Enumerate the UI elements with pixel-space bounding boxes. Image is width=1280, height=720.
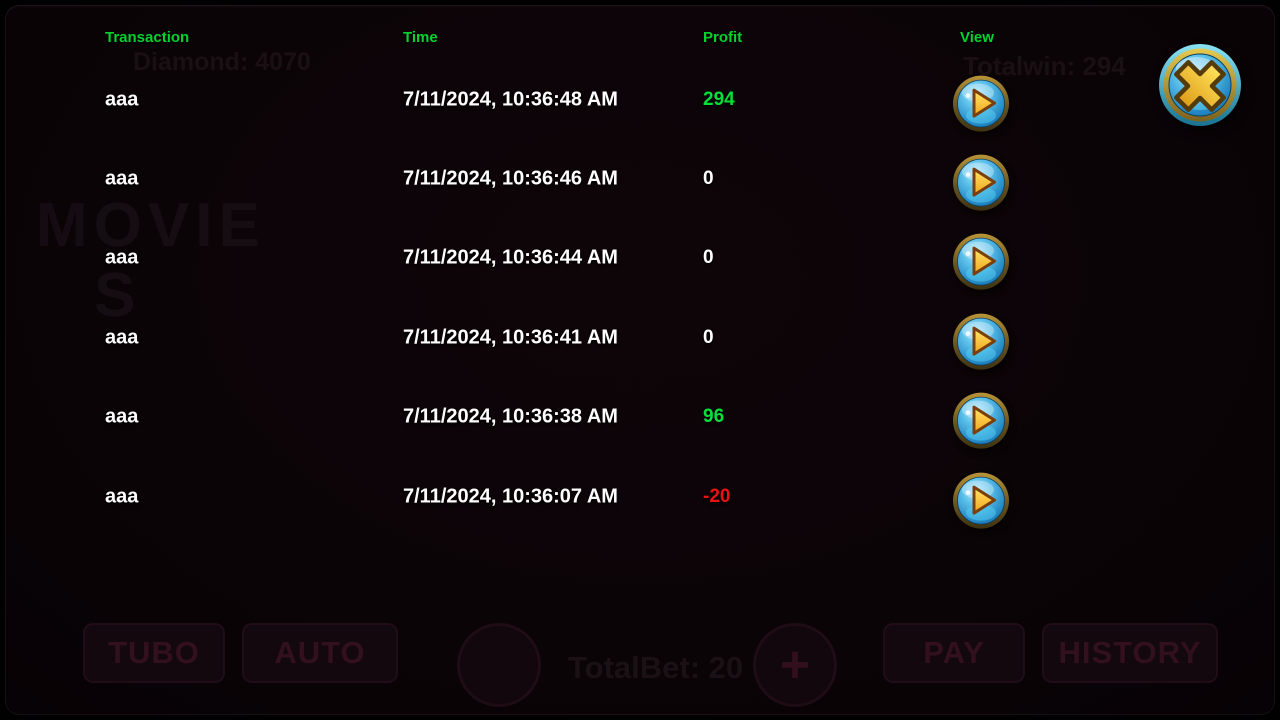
- profit-cell: -20: [703, 485, 731, 507]
- table-row: aaa 7/11/2024, 10:36:46 AM 0: [5, 139, 1275, 218]
- table-row: aaa 7/11/2024, 10:36:38 AM 96: [5, 378, 1275, 457]
- profit-cell: 294: [703, 88, 735, 110]
- time-cell: 7/11/2024, 10:36:48 AM: [403, 88, 618, 111]
- close-x-icon: [1158, 43, 1242, 127]
- view-button[interactable]: [951, 153, 1011, 213]
- time-cell: 7/11/2024, 10:36:38 AM: [403, 405, 618, 428]
- time-cell: 7/11/2024, 10:36:46 AM: [403, 167, 618, 190]
- play-icon: [951, 311, 1011, 371]
- transaction-cell: aaa: [105, 246, 139, 269]
- table-row: aaa 7/11/2024, 10:36:41 AM 0: [5, 298, 1275, 377]
- profit-cell: 0: [703, 326, 714, 348]
- time-cell: 7/11/2024, 10:36:44 AM: [403, 246, 618, 269]
- background-totalbet-text: TotalBet: 20: [568, 650, 744, 685]
- time-cell: 7/11/2024, 10:36:41 AM: [403, 326, 618, 349]
- play-icon: [951, 153, 1011, 213]
- play-icon: [951, 391, 1011, 451]
- play-icon: [951, 232, 1011, 292]
- transaction-cell: aaa: [105, 326, 139, 349]
- background-bet-increase-button: +: [753, 623, 837, 707]
- table-row: aaa 7/11/2024, 10:36:07 AM -20: [5, 457, 1275, 536]
- background-auto-button: AUTO: [242, 623, 398, 683]
- history-rows: aaa 7/11/2024, 10:36:48 AM 294 aaa 7/11/…: [5, 60, 1275, 536]
- view-button[interactable]: [951, 232, 1011, 292]
- transaction-cell: aaa: [105, 167, 139, 190]
- plus-icon: +: [779, 636, 811, 694]
- background-turbo-button: TUBO: [83, 623, 225, 683]
- transaction-cell: aaa: [105, 405, 139, 428]
- transaction-cell: aaa: [105, 88, 139, 111]
- background-bet-decrease-button: [457, 623, 541, 707]
- header-time: Time: [403, 29, 438, 46]
- header-transaction: Transaction: [105, 29, 190, 46]
- profit-cell: 0: [703, 168, 714, 190]
- time-cell: 7/11/2024, 10:36:07 AM: [403, 485, 618, 508]
- play-icon: [951, 470, 1011, 530]
- background-pay-button: PAY: [883, 623, 1025, 683]
- table-row: aaa 7/11/2024, 10:36:44 AM 0: [5, 219, 1275, 298]
- view-button[interactable]: [951, 391, 1011, 451]
- background-history-button: HISTORY: [1042, 623, 1218, 683]
- header-profit: Profit: [703, 29, 743, 46]
- view-button[interactable]: [951, 311, 1011, 371]
- game-frame: Diamond: 4070 Totalwin: 294 MOVIE S TUBO…: [5, 5, 1275, 715]
- profit-cell: 0: [703, 247, 714, 269]
- view-button[interactable]: [951, 73, 1011, 133]
- transaction-cell: aaa: [105, 485, 139, 508]
- close-button[interactable]: [1158, 43, 1242, 127]
- play-icon: [951, 73, 1011, 133]
- view-button[interactable]: [951, 470, 1011, 530]
- table-row: aaa 7/11/2024, 10:36:48 AM 294: [5, 60, 1275, 139]
- header-view: View: [960, 29, 994, 46]
- profit-cell: 96: [703, 406, 725, 428]
